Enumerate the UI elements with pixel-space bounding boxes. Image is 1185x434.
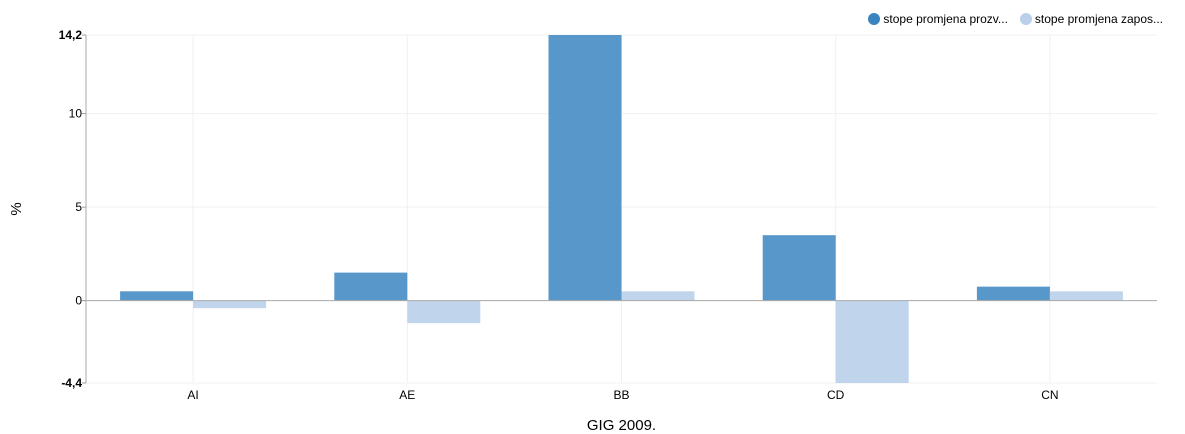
x-tick-label: CD <box>827 388 845 402</box>
x-tick-label: AI <box>187 388 198 402</box>
bar-ai-series-2[interactable] <box>193 300 267 309</box>
legend-swatch-series-1 <box>868 13 881 25</box>
bar-cd-series-1[interactable] <box>762 235 836 301</box>
bar-ae-series-2[interactable] <box>407 300 481 324</box>
legend-swatch-series-2 <box>1019 13 1032 25</box>
chart-legend: stope promjena prozv... stope promjena z… <box>868 12 1163 26</box>
bar-ai-series-1[interactable] <box>120 291 194 301</box>
bar-cn-series-1[interactable] <box>976 286 1050 301</box>
bar-ae-series-1[interactable] <box>334 272 408 301</box>
legend-label-series-1: stope promjena prozv... <box>883 12 1008 26</box>
legend-label-series-2: stope promjena zapos... <box>1034 12 1163 26</box>
y-tick-label: 14,2 <box>59 28 83 42</box>
x-tick-label: BB <box>613 388 629 402</box>
y-axis-title: % <box>8 202 25 215</box>
y-tick-label: -4,4 <box>61 376 82 390</box>
y-tick-label: 10 <box>69 107 83 121</box>
x-tick-label: CN <box>1041 388 1058 402</box>
y-tick-label: 5 <box>75 200 82 214</box>
legend-item-series-1[interactable]: stope promjena prozv... <box>868 12 1008 26</box>
bar-cd-series-2[interactable] <box>835 300 909 383</box>
bar-cn-series-2[interactable] <box>1049 291 1123 301</box>
y-tick-label: 0 <box>75 294 82 308</box>
bar-bb-series-2[interactable] <box>621 291 695 301</box>
x-axis-title: GIG 2009. <box>587 417 656 434</box>
legend-item-series-2[interactable]: stope promjena zapos... <box>1019 12 1163 26</box>
bar-bb-series-1[interactable] <box>548 35 622 301</box>
x-tick-label: AE <box>399 388 415 402</box>
